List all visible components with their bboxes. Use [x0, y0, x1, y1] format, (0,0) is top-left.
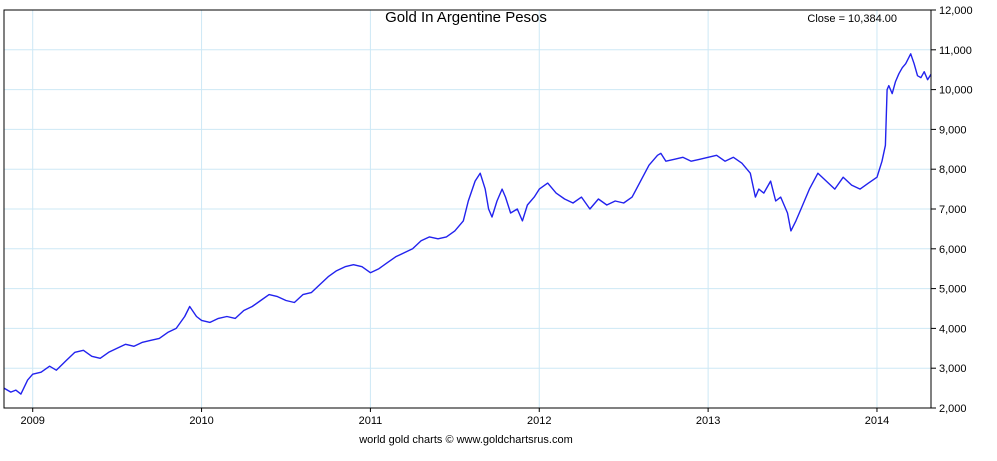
- y-tick-label: 10,000: [939, 85, 973, 97]
- source-credit: world gold charts © www.goldchartsrus.co…: [358, 434, 573, 446]
- y-tick-label: 3,000: [939, 363, 967, 375]
- x-tick-label: 2010: [189, 415, 213, 427]
- y-tick-label: 6,000: [939, 244, 967, 256]
- chart-title: Gold In Argentine Pesos: [385, 9, 547, 26]
- close-value-readout: Close = 10,384.00: [807, 13, 897, 25]
- x-tick-label: 2014: [865, 415, 889, 427]
- y-tick-label: 7,000: [939, 204, 967, 216]
- x-tick-label: 2013: [696, 415, 720, 427]
- y-tick-label: 4,000: [939, 323, 967, 335]
- y-tick-label: 12,000: [939, 5, 973, 17]
- y-tick-label: 11,000: [939, 45, 972, 57]
- series-layer: [3, 53, 932, 395]
- y-axis: 2,000 3,000 4,000 5,000 6,000 7,000 8,000 9,000…: [931, 5, 973, 415]
- x-tick-label: 2011: [359, 415, 383, 427]
- y-tick-label: 5,000: [939, 284, 967, 296]
- series-line: [3, 53, 932, 395]
- x-tick-label: 2009: [20, 415, 44, 427]
- x-tick-label: 2012: [527, 415, 551, 427]
- y-tick-label: 2,000: [939, 403, 967, 415]
- x-axis: 2009 2010 2011 2012 2013 2014: [20, 408, 889, 427]
- y-tick-label: 8,000: [939, 164, 967, 176]
- y-tick-label: 9,000: [939, 124, 967, 136]
